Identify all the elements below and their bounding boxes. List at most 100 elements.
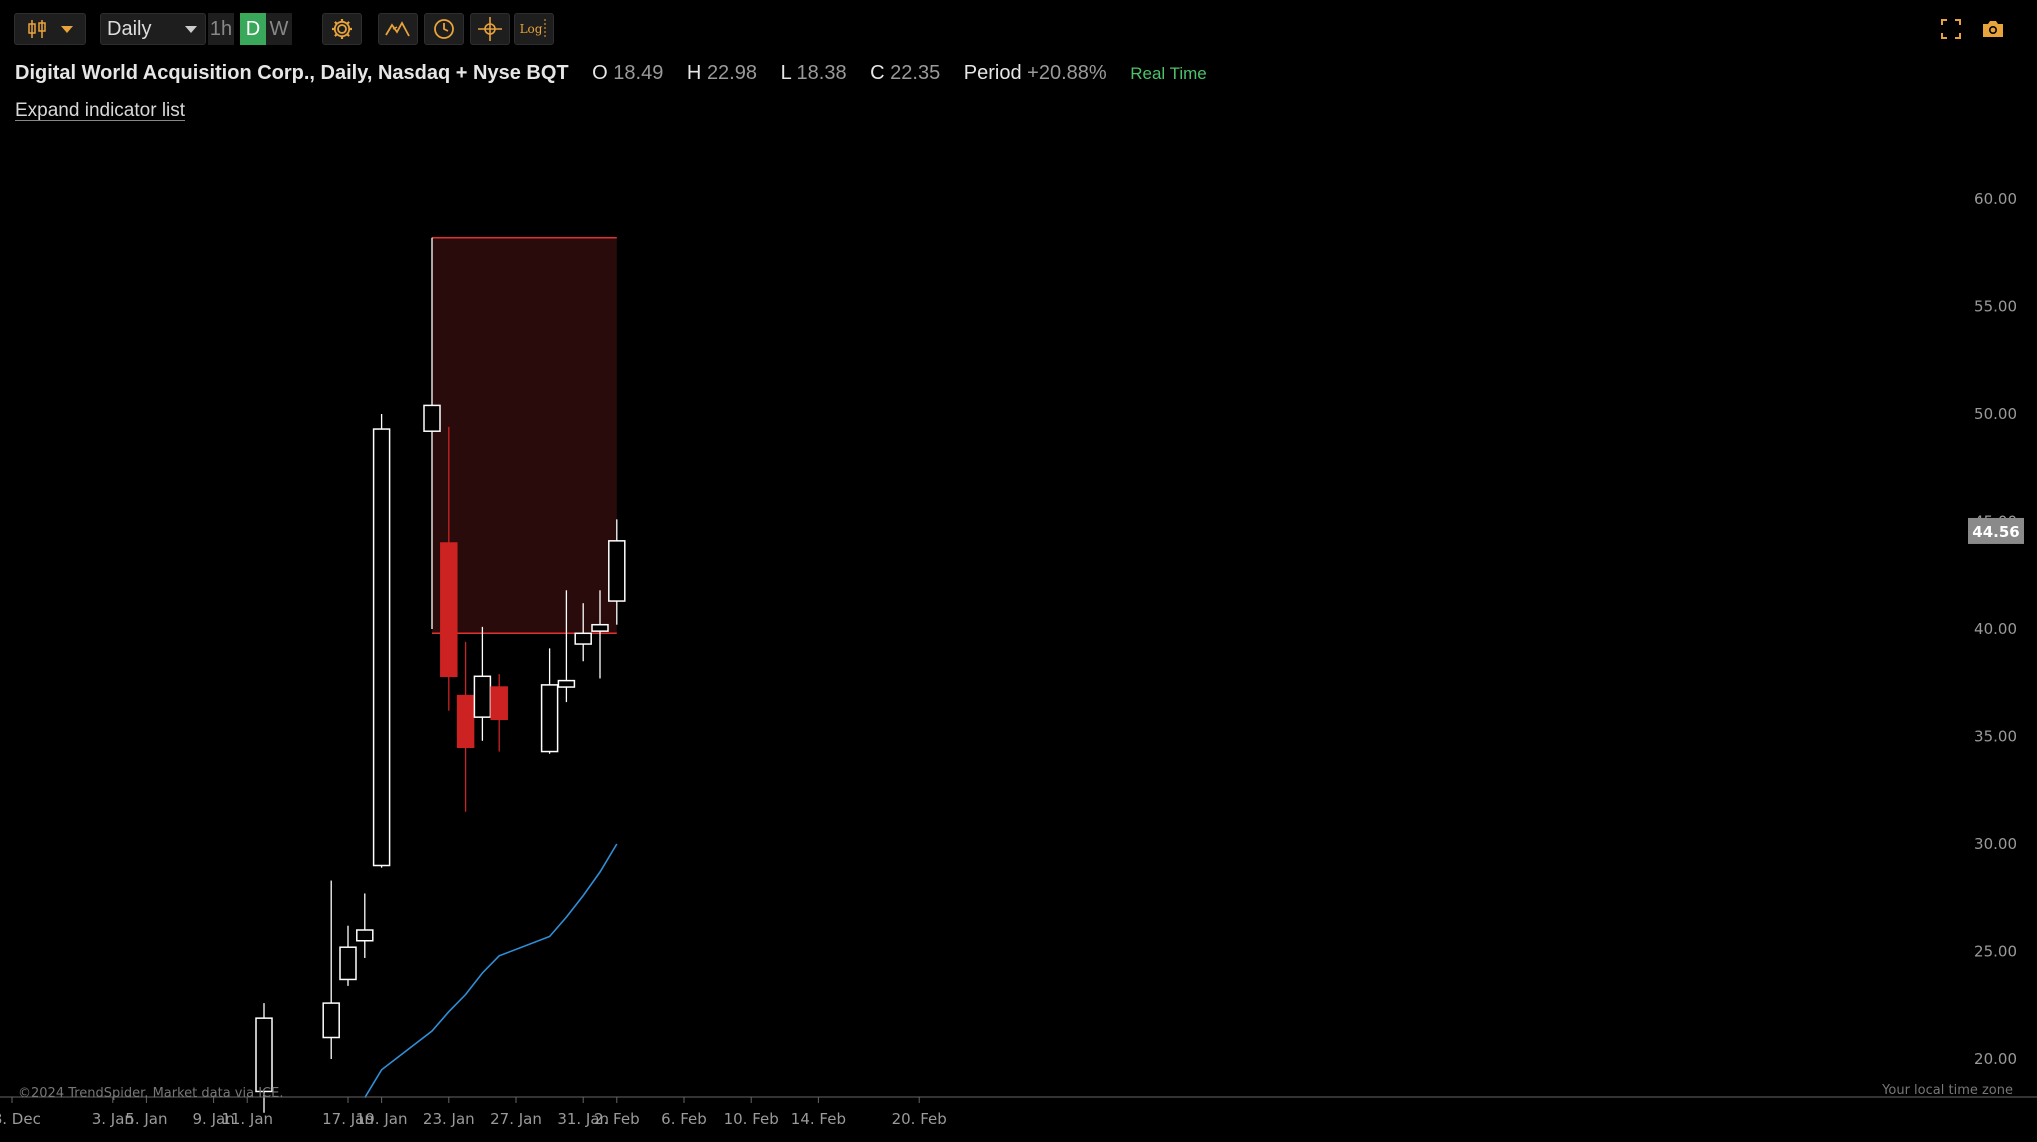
open-label: O — [592, 62, 608, 84]
resolution-w-button[interactable]: W — [266, 13, 292, 45]
x-tick-label: 20. Feb — [892, 1110, 947, 1128]
chart-header: Digital World Acquisition Corp., Daily, … — [15, 62, 1207, 85]
candle-body — [322, 1002, 340, 1039]
fullscreen-icon — [1941, 19, 1961, 39]
y-tick-label: 55.00 — [1974, 298, 2017, 316]
open-value: 18.49 — [613, 62, 664, 84]
resolution-1h-button[interactable]: 1h — [208, 13, 234, 45]
chart-type-button[interactable] — [14, 13, 86, 45]
low-value: 18.38 — [796, 62, 847, 84]
resolution-d-button[interactable]: D — [240, 13, 266, 45]
high-label: H — [686, 62, 702, 84]
candle-body — [574, 632, 592, 645]
period-value: +20.88% — [1027, 62, 1107, 84]
candle-body — [440, 542, 458, 678]
gear-icon — [330, 17, 354, 41]
candle[interactable] — [322, 880, 340, 1059]
candle-body — [490, 686, 508, 721]
candle[interactable] — [591, 590, 609, 679]
x-tick-label: 5. Jan — [125, 1110, 167, 1128]
supply-zone-rect — [432, 237, 617, 634]
candle[interactable] — [423, 237, 441, 629]
low-label: L — [780, 62, 791, 84]
candle-body — [473, 675, 492, 718]
y-tick-label: 20.00 — [1974, 1050, 2017, 1068]
candlestick-icon — [27, 19, 49, 39]
candle[interactable] — [574, 603, 592, 662]
y-axis: 60.0055.0050.0045.0040.0035.0030.0025.00… — [1974, 190, 2017, 1068]
candle-body — [456, 694, 475, 749]
y-tick-label: 40.00 — [1974, 620, 2017, 638]
timeframe-select[interactable]: Daily — [100, 13, 206, 45]
copyright-text: ©2024 TrendSpider. Market data via ICE. — [18, 1086, 283, 1101]
price-badge-bg — [1968, 517, 2024, 544]
y-tick-label: 30.00 — [1974, 835, 2017, 853]
clock-icon — [432, 17, 456, 41]
x-tick-label: 17. Jan — [322, 1110, 374, 1128]
indicator-button[interactable] — [378, 13, 418, 45]
candle[interactable] — [440, 426, 458, 711]
last-price-badge: 44.56 — [1968, 517, 2024, 544]
supply-zone-layer — [432, 236, 617, 635]
chart-title: Digital World Acquisition Corp., Daily, … — [15, 62, 569, 84]
replay-button[interactable] — [424, 13, 464, 45]
timeframe-value: Daily — [107, 18, 152, 40]
log-scale-button[interactable]: Log — [514, 13, 554, 45]
candle-body — [557, 679, 576, 688]
x-tick-label: 27. Jan — [490, 1110, 542, 1128]
x-tick-label: 23. Jan — [423, 1110, 475, 1128]
crosshair-icon — [477, 16, 503, 42]
camera-icon — [1981, 19, 2005, 39]
log-scale-icon: Log — [520, 18, 549, 40]
candle[interactable] — [456, 641, 475, 812]
candle-body — [608, 540, 626, 602]
expand-indicator-link[interactable]: Expand indicator list — [15, 100, 186, 121]
screenshot-button[interactable] — [1976, 13, 2010, 45]
moving-average-layer — [364, 843, 618, 1099]
candle[interactable] — [356, 893, 374, 958]
y-tick-label: 25.00 — [1974, 943, 2017, 961]
x-tick-label: 19. Jan — [356, 1110, 408, 1128]
candle-body — [339, 946, 357, 981]
x-tick-label: 11. Jan — [221, 1110, 273, 1128]
candle-body — [423, 404, 441, 432]
candle[interactable] — [372, 414, 391, 868]
timezone-text: Your local time zone — [1881, 1083, 2013, 1098]
candle[interactable] — [473, 626, 492, 741]
candle-body — [540, 684, 559, 753]
y-tick-label: 50.00 — [1974, 405, 2017, 423]
candle[interactable] — [557, 590, 576, 703]
candle[interactable] — [540, 648, 559, 754]
x-tick-label: 28. Dec — [0, 1110, 41, 1128]
x-tick-label: 10. Feb — [724, 1110, 779, 1128]
close-label: C — [870, 62, 885, 84]
candle[interactable] — [608, 519, 626, 625]
y-tick-label: 60.00 — [1974, 190, 2017, 208]
x-tick-label: 2. Feb — [594, 1110, 640, 1128]
candle-body — [372, 428, 391, 867]
moving-average-line — [364, 843, 618, 1099]
crosshair-button[interactable] — [470, 13, 510, 45]
x-tick-label: 31. Jan — [557, 1110, 609, 1128]
x-tick-label: 14. Feb — [791, 1110, 846, 1128]
candles-layer — [255, 237, 626, 1113]
y-tick-label: 35.00 — [1974, 728, 2017, 746]
x-tick-label: 6. Feb — [661, 1110, 707, 1128]
candle[interactable] — [490, 674, 508, 752]
log-label: Log — [519, 22, 543, 36]
realtime-badge: Real Time — [1130, 64, 1207, 83]
fullscreen-button[interactable] — [1934, 13, 1968, 45]
candle-body — [591, 623, 609, 632]
indicator-icon — [385, 19, 411, 39]
close-value: 22.35 — [890, 62, 941, 84]
chevron-down-icon — [61, 25, 73, 33]
candle-body — [356, 929, 374, 942]
period-label: Period — [963, 62, 1022, 84]
x-tick-label: 3. Jan — [92, 1110, 134, 1128]
candle[interactable] — [339, 925, 357, 986]
settings-button[interactable] — [322, 13, 362, 45]
candle[interactable] — [255, 1003, 273, 1113]
candle-body — [255, 1017, 273, 1093]
